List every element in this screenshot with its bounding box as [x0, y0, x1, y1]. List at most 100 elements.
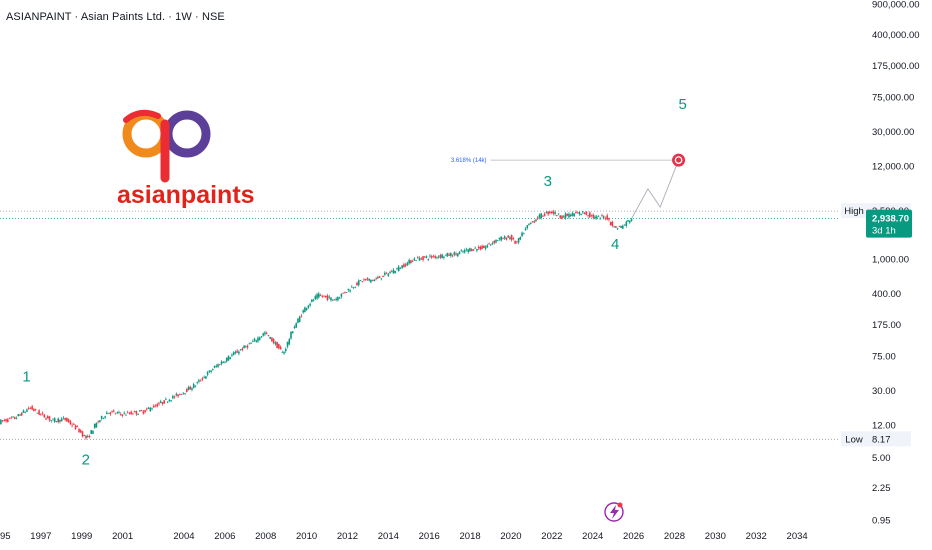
candle-body: [271, 337, 273, 342]
candle-body: [479, 246, 482, 250]
candle-body: [137, 413, 139, 415]
candle-body: [429, 255, 431, 257]
candle-body: [238, 351, 240, 354]
candle-body: [483, 245, 485, 249]
candle-body: [357, 280, 360, 286]
candle-body: [295, 323, 298, 328]
candle-body: [205, 376, 207, 379]
candle-body: [488, 243, 490, 245]
candle-body: [163, 400, 165, 404]
candle-body: [48, 416, 51, 421]
candle-body: [623, 224, 626, 226]
candle-body: [335, 298, 337, 300]
x-tick-label: 2034: [787, 531, 808, 542]
candle-body: [71, 424, 73, 426]
candle-body: [401, 265, 403, 268]
candle-body: [476, 248, 478, 251]
candle-body: [206, 372, 209, 375]
candle-body: [36, 412, 39, 414]
candle-body: [88, 435, 91, 438]
candle-body: [180, 394, 183, 395]
candle-body: [321, 296, 324, 297]
candle-body: [85, 435, 87, 439]
candle-body: [269, 336, 271, 339]
candle-body: [333, 299, 336, 301]
candle-body: [53, 418, 56, 422]
candle-body: [503, 236, 506, 239]
candle-body: [194, 385, 197, 387]
candle-body: [453, 252, 456, 255]
candle-body: [173, 396, 176, 398]
candle-body: [408, 259, 410, 264]
candle-body: [107, 412, 110, 414]
candle-body: [215, 365, 218, 367]
candle-body: [364, 278, 367, 281]
candle-body: [187, 387, 190, 391]
candle-body: [250, 342, 252, 344]
candle-body: [234, 351, 237, 354]
x-tick-label: 2012: [337, 531, 358, 542]
candle-body: [403, 264, 405, 268]
candle-body: [331, 299, 334, 301]
candle-body: [144, 410, 146, 413]
candle-body: [489, 244, 492, 246]
candle-body: [609, 221, 612, 226]
candle-body: [337, 297, 339, 301]
candle-body: [550, 211, 553, 213]
candle-body: [57, 418, 60, 423]
asianpaints-logo: asianpaints: [117, 109, 255, 209]
candle-body: [40, 413, 42, 415]
candle-body: [413, 258, 416, 261]
candle-body: [109, 412, 112, 415]
wave-label-3: 3: [544, 173, 552, 190]
candle-body: [279, 346, 282, 350]
candle-body: [119, 413, 122, 415]
candle-body: [608, 218, 610, 220]
candle-body: [130, 411, 132, 415]
candle-body: [505, 237, 508, 240]
candle-body: [5, 419, 7, 422]
candle-body: [83, 435, 86, 437]
candle-body: [545, 212, 548, 213]
candle-body: [359, 280, 362, 282]
candle-body: [3, 419, 6, 421]
candle-body: [255, 340, 258, 342]
candle-body: [243, 345, 245, 349]
candle-body: [493, 240, 496, 244]
candle-body: [198, 380, 200, 382]
candle-body: [625, 221, 628, 226]
candle-body: [396, 268, 398, 270]
candle-body: [184, 392, 186, 394]
candle-body: [92, 430, 94, 434]
candle-body: [375, 278, 377, 280]
candle-body: [102, 417, 105, 419]
candle-body: [78, 428, 80, 433]
candle-body: [258, 337, 261, 340]
candle-body: [246, 345, 249, 348]
plot-area[interactable]: 3.618% (14k): [0, 153, 838, 440]
candle-body: [168, 399, 171, 402]
candle-body: [528, 223, 530, 226]
lightning-icon[interactable]: [604, 502, 624, 522]
candle-body: [491, 242, 494, 245]
x-tick-label: 2016: [419, 531, 440, 542]
y-tick-label: 75,000.00: [872, 93, 914, 104]
candle-body: [352, 287, 355, 289]
y-tick-label: 5.00: [872, 453, 891, 464]
candle-body: [347, 288, 350, 291]
candle-body: [90, 430, 93, 434]
candle-body: [420, 258, 423, 260]
x-tick-label: 2026: [623, 531, 644, 542]
candle-body: [444, 254, 447, 256]
candle-body: [111, 411, 113, 412]
candle-body: [116, 412, 119, 414]
candle-body: [0, 419, 2, 425]
candle-body: [218, 364, 221, 366]
candle-body: [73, 424, 75, 425]
candle-body: [307, 305, 310, 308]
wave-label-4: 4: [611, 236, 619, 253]
candle-body: [182, 392, 185, 394]
candle-body: [311, 299, 313, 302]
candle-body: [427, 259, 430, 260]
